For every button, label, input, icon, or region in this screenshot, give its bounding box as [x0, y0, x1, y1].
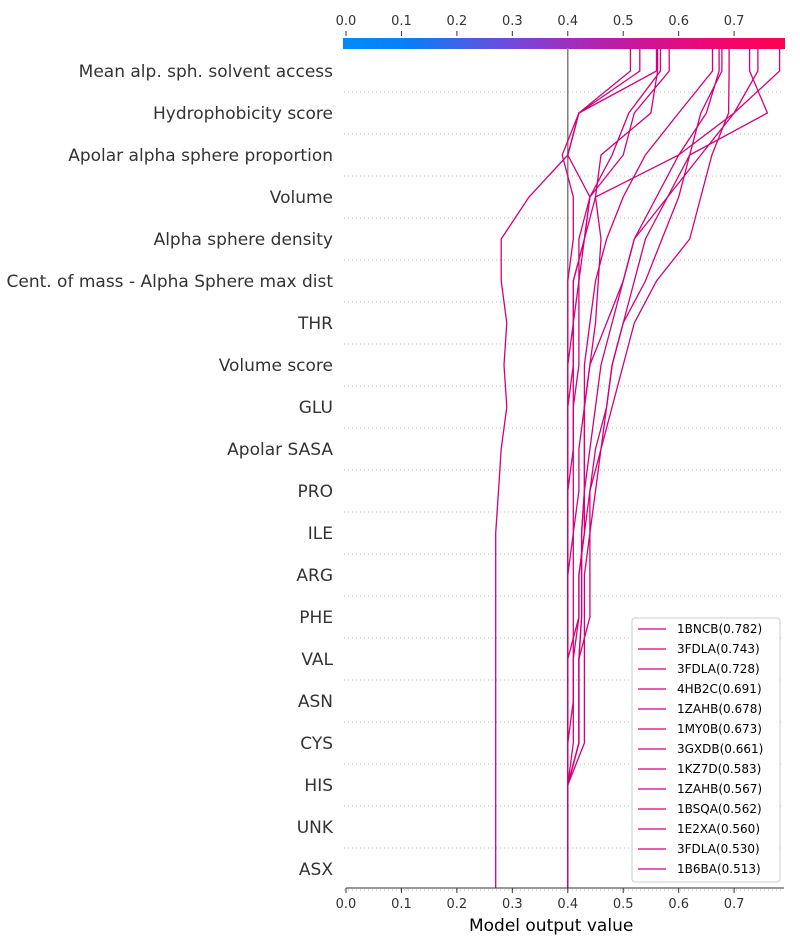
- top-tick-label: 0.6: [668, 14, 689, 29]
- bottom-axis-ticks: 0.0 0.1 0.2 0.3 0.4 0.5 0.6 0.7: [336, 888, 745, 912]
- feature-label: ASN: [298, 692, 333, 712]
- feature-label: Mean alp. sph. solvent access: [79, 62, 333, 82]
- feature-label: ASX: [299, 860, 333, 880]
- feature-label: PRO: [298, 482, 333, 502]
- legend-box: [631, 617, 781, 883]
- x-axis-title: Model output value: [469, 916, 633, 936]
- feature-labels: Mean alp. sph. solvent access Hydrophobic…: [6, 62, 333, 880]
- feature-label: Apolar alpha sphere proportion: [68, 146, 333, 166]
- feature-label: ILE: [308, 524, 333, 544]
- top-tick-label: 0.4: [557, 14, 578, 29]
- top-tick-label: 0.7: [724, 14, 745, 29]
- feature-label: Volume: [270, 188, 333, 208]
- feature-label: Hydrophobicity score: [153, 104, 333, 124]
- top-tick-label: 0.0: [336, 14, 357, 29]
- legend-label: 1ZAHB(0.678): [677, 702, 762, 716]
- legend-label: 1BNCB(0.782): [677, 622, 762, 636]
- legend-label: 1BSQA(0.562): [677, 802, 762, 816]
- decision-line: [495, 48, 632, 888]
- decision-line: [567, 48, 723, 888]
- legend: 1BNCB(0.782) 3FDLA(0.743) 3FDLA(0.728) 4HB2…: [631, 617, 781, 883]
- decision-line: [567, 48, 769, 888]
- legend-label: 1B6BA(0.513): [677, 862, 761, 876]
- decision-lines: [495, 48, 781, 888]
- legend-label: 3GXDB(0.661): [677, 742, 763, 756]
- feature-label: Volume score: [219, 356, 333, 376]
- legend-label: 3FDLA(0.530): [677, 842, 760, 856]
- top-axis-ticks: 0.0 0.1 0.2 0.3 0.4 0.5 0.6 0.7: [336, 14, 745, 36]
- feature-label: HIS: [304, 776, 333, 796]
- legend-label: 1KZ7D(0.583): [677, 762, 761, 776]
- colorbar: [343, 38, 785, 49]
- legend-label: 1MY0B(0.673): [677, 722, 762, 736]
- legend-label: 4HB2C(0.691): [677, 682, 762, 696]
- top-tick-label: 0.5: [613, 14, 634, 29]
- feature-label: ARG: [296, 566, 333, 586]
- top-tick-label: 0.3: [502, 14, 523, 29]
- legend-label: 1E2XA(0.560): [677, 822, 760, 836]
- feature-label: GLU: [299, 398, 333, 418]
- decision-line: [561, 48, 641, 888]
- legend-label: 1ZAHB(0.567): [677, 782, 762, 796]
- bottom-tick-label: 0.6: [668, 897, 689, 912]
- bottom-tick-label: 0.1: [391, 897, 412, 912]
- bottom-tick-label: 0.2: [447, 897, 468, 912]
- top-tick-label: 0.1: [391, 14, 412, 29]
- decision-line: [567, 48, 730, 888]
- feature-label: Alpha sphere density: [154, 230, 333, 250]
- feature-label: VAL: [301, 650, 333, 670]
- legend-label: 3FDLA(0.728): [677, 662, 760, 676]
- feature-label: Cent. of mass - Alpha Sphere max dist: [6, 272, 333, 292]
- bottom-tick-label: 0.7: [724, 897, 745, 912]
- feature-label: THR: [297, 314, 333, 334]
- bottom-tick-label: 0.3: [502, 897, 523, 912]
- feature-label: PHE: [299, 608, 333, 628]
- feature-label: Apolar SASA: [227, 440, 333, 460]
- gridlines: [344, 91, 784, 891]
- bottom-tick-label: 0.5: [613, 897, 634, 912]
- feature-label: UNK: [297, 818, 334, 838]
- bottom-tick-label: 0.4: [557, 897, 578, 912]
- legend-label: 3FDLA(0.743): [677, 642, 760, 656]
- feature-label: CYS: [300, 734, 333, 754]
- top-tick-label: 0.2: [447, 14, 468, 29]
- bottom-tick-label: 0.0: [336, 897, 357, 912]
